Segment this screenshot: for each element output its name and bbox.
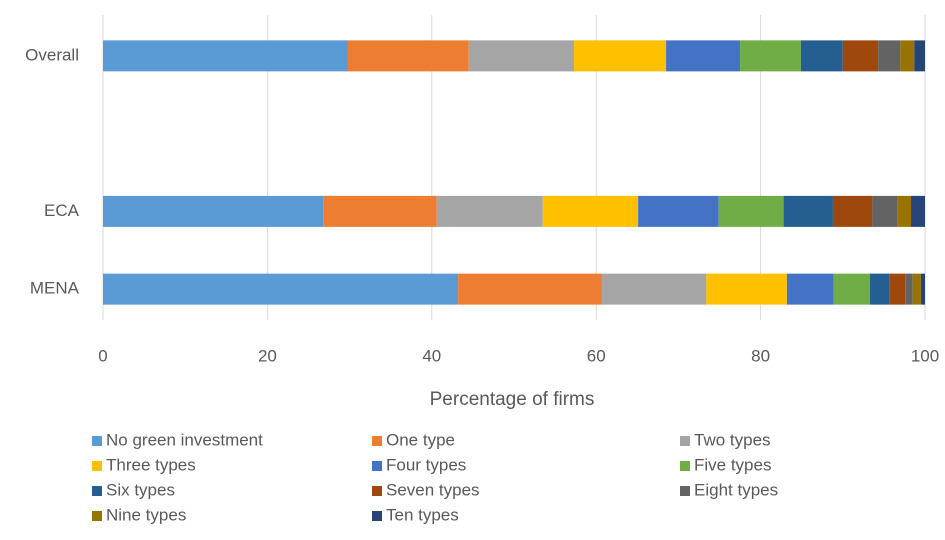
bar-segment	[706, 273, 787, 305]
bar-segment	[542, 195, 639, 227]
bar-segment	[666, 40, 741, 72]
legend-swatch	[92, 461, 102, 471]
bar-segment	[897, 195, 912, 227]
bar-segment	[905, 273, 913, 305]
x-tick-label: 60	[587, 346, 606, 365]
bar-segment	[914, 40, 925, 72]
legend-label: Five types	[694, 455, 771, 474]
legend-label: Eight types	[694, 480, 778, 499]
x-tick-label: 0	[98, 346, 107, 365]
bar-segment	[833, 273, 870, 305]
x-tick-label: 100	[911, 346, 939, 365]
bar-segment	[889, 273, 906, 305]
bar-segment	[103, 195, 324, 227]
bar-segment	[872, 195, 898, 227]
bar-segment	[103, 40, 348, 72]
bar-segment	[740, 40, 801, 72]
bar-segment	[912, 273, 921, 305]
legend-label: Nine types	[106, 505, 186, 524]
y-tick-label: Overall	[25, 45, 79, 64]
bar-segment	[601, 273, 707, 305]
legend-label: Three types	[106, 455, 196, 474]
legend-swatch	[92, 511, 102, 521]
bar-segment	[103, 273, 459, 305]
bar-segment	[800, 40, 843, 72]
legend-swatch	[372, 461, 382, 471]
bar-segment	[436, 195, 543, 227]
x-axis-title: Percentage of firms	[430, 389, 595, 410]
bar-segment	[900, 40, 915, 72]
bar-segment	[869, 273, 890, 305]
bar-segment	[468, 40, 575, 72]
y-tick-label: MENA	[30, 279, 80, 298]
legend-label: One type	[386, 430, 455, 449]
legend-swatch	[372, 486, 382, 496]
bar-segment	[574, 40, 667, 72]
bar-segment	[786, 273, 834, 305]
bar-segment	[458, 273, 602, 305]
bar-segment	[323, 195, 437, 227]
bar-segment	[832, 195, 873, 227]
x-tick-label: 80	[751, 346, 770, 365]
y-tick-label: ECA	[44, 201, 80, 220]
x-tick-label: 20	[258, 346, 277, 365]
legend-label: Ten types	[386, 505, 459, 524]
bar-segment	[347, 40, 469, 72]
bar-segment	[718, 195, 784, 227]
x-tick-label: 40	[422, 346, 441, 365]
legend-label: Six types	[106, 480, 175, 499]
legend-swatch	[680, 436, 690, 446]
legend-label: No green investment	[106, 430, 263, 449]
legend-swatch	[680, 461, 690, 471]
legend-label: Two types	[694, 430, 771, 449]
legend-swatch	[680, 486, 690, 496]
legend-swatch	[372, 436, 382, 446]
legend-swatch	[372, 511, 382, 521]
legend-label: Four types	[386, 455, 466, 474]
bar-segment	[911, 195, 925, 227]
bar-segment	[878, 40, 901, 72]
legend-label: Seven types	[386, 480, 480, 499]
legend-swatch	[92, 486, 102, 496]
bar-segment	[920, 273, 925, 305]
legend-swatch	[92, 436, 102, 446]
bar-segment	[783, 195, 833, 227]
bar-segment	[842, 40, 879, 72]
bar-segment	[638, 195, 719, 227]
